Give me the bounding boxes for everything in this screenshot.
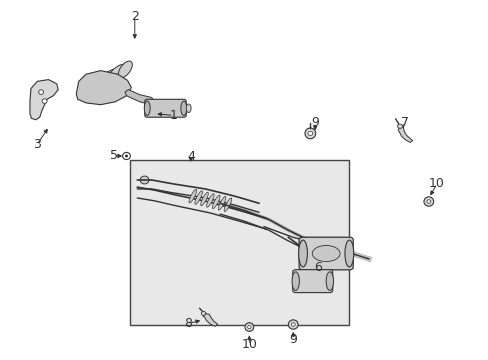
Ellipse shape — [186, 104, 191, 113]
Ellipse shape — [85, 74, 114, 88]
Polygon shape — [125, 90, 154, 105]
Text: 6: 6 — [313, 261, 321, 274]
Ellipse shape — [125, 155, 127, 157]
Text: 10: 10 — [241, 338, 257, 351]
Ellipse shape — [288, 320, 298, 329]
Text: 5: 5 — [110, 149, 118, 162]
Ellipse shape — [344, 240, 353, 267]
Ellipse shape — [39, 90, 43, 94]
Polygon shape — [30, 80, 58, 120]
Ellipse shape — [189, 189, 196, 203]
Polygon shape — [203, 314, 217, 326]
Polygon shape — [76, 71, 131, 105]
Polygon shape — [130, 160, 348, 325]
Text: 1: 1 — [169, 109, 177, 122]
Ellipse shape — [212, 195, 220, 209]
Text: 3: 3 — [33, 138, 41, 150]
Text: 10: 10 — [428, 177, 444, 190]
Ellipse shape — [206, 194, 214, 207]
Ellipse shape — [397, 124, 402, 129]
FancyBboxPatch shape — [144, 99, 186, 117]
Ellipse shape — [42, 99, 47, 103]
FancyBboxPatch shape — [299, 237, 352, 270]
Ellipse shape — [247, 325, 250, 329]
Polygon shape — [397, 126, 412, 142]
Ellipse shape — [244, 323, 253, 331]
Text: 2: 2 — [131, 10, 139, 23]
Ellipse shape — [423, 197, 433, 206]
Text: 9: 9 — [289, 333, 297, 346]
Ellipse shape — [312, 246, 339, 262]
Ellipse shape — [118, 61, 132, 78]
Ellipse shape — [144, 101, 150, 116]
Text: 8: 8 — [184, 317, 192, 330]
Text: 4: 4 — [186, 150, 194, 163]
Text: 9: 9 — [311, 116, 319, 129]
Ellipse shape — [218, 197, 225, 210]
Ellipse shape — [201, 311, 205, 315]
Ellipse shape — [97, 69, 120, 84]
Text: 7: 7 — [401, 116, 408, 129]
Ellipse shape — [194, 191, 202, 204]
Ellipse shape — [291, 272, 299, 291]
Ellipse shape — [181, 101, 186, 116]
Ellipse shape — [291, 323, 295, 326]
FancyBboxPatch shape — [292, 270, 332, 293]
Ellipse shape — [305, 128, 315, 139]
Ellipse shape — [298, 240, 307, 267]
Ellipse shape — [200, 192, 208, 206]
Ellipse shape — [307, 131, 312, 135]
Ellipse shape — [107, 64, 125, 81]
Ellipse shape — [122, 152, 130, 159]
Ellipse shape — [224, 198, 231, 212]
Ellipse shape — [140, 176, 149, 184]
Ellipse shape — [426, 200, 430, 203]
Ellipse shape — [325, 272, 333, 291]
